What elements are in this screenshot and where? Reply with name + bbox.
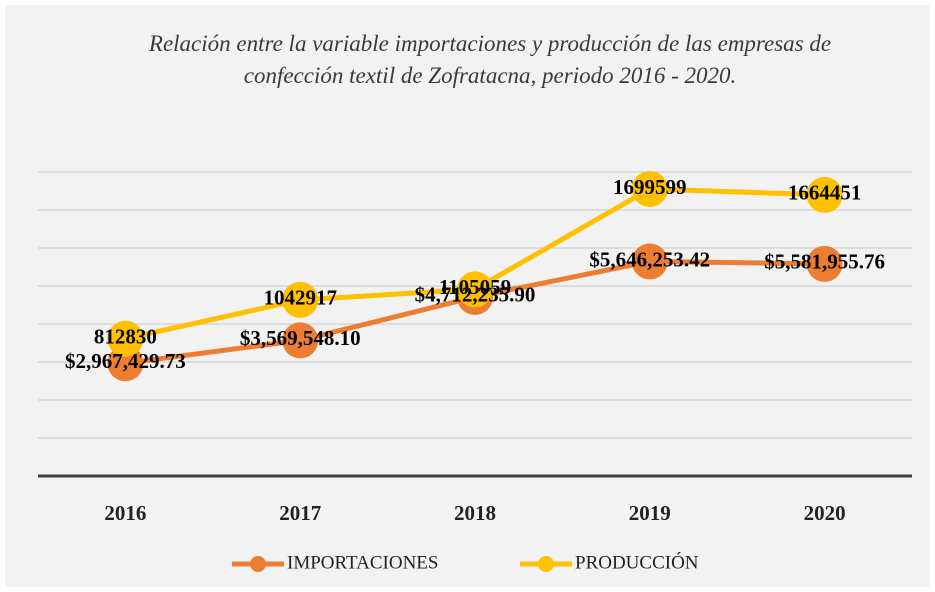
x-tick-label: 2020 [804,501,846,525]
data-label: $4,712,235.90 [415,283,536,307]
data-point [806,176,843,213]
data-label: $5,646,253.42 [589,247,710,271]
x-tick-label: 2019 [629,501,671,525]
data-point [282,322,319,359]
data-label: $3,569,548.10 [240,326,361,350]
x-tick-label: 2016 [104,501,146,525]
data-label: $2,967,429.73 [65,349,186,373]
data-label: 1042917 [263,286,337,310]
data-label: 1664451 [788,181,862,205]
data-label: 812830 [94,325,157,349]
data-point [107,320,144,357]
data-point [806,245,843,282]
data-label: 1699599 [613,175,687,199]
data-point [631,243,668,280]
data-point [282,281,319,318]
data-label: 1105059 [439,275,511,299]
legend-marker [250,556,266,572]
x-tick-label: 2017 [279,501,321,525]
legend-label: PRODUCCIÓN [575,551,699,573]
data-label: $5,581,955.76 [764,250,885,274]
chart-title: Relación entre la variable importaciones… [148,31,832,88]
data-point [631,170,668,207]
legend-label: IMPORTACIONES [287,552,438,573]
data-point [457,271,493,308]
legend-marker [538,556,554,572]
x-tick-label: 2018 [454,501,496,525]
